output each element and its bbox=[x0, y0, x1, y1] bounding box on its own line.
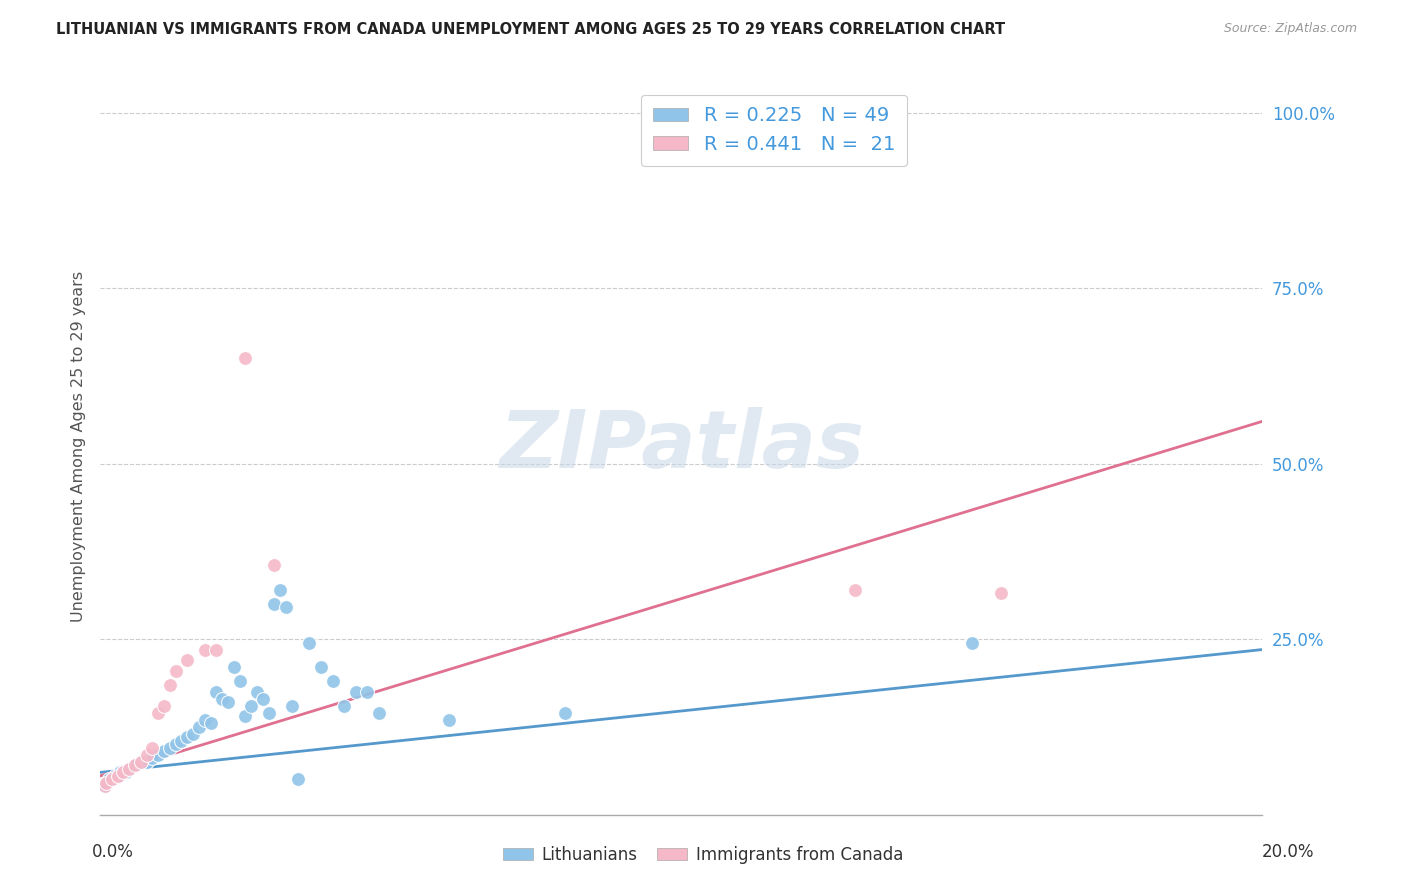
Text: ZIPatlas: ZIPatlas bbox=[499, 407, 863, 485]
Point bbox=[176, 731, 198, 745]
Point bbox=[263, 597, 285, 611]
Point bbox=[205, 684, 228, 698]
Point bbox=[153, 698, 176, 713]
Point bbox=[187, 720, 209, 734]
Point bbox=[104, 769, 127, 783]
Point bbox=[94, 780, 117, 794]
Point bbox=[165, 737, 187, 751]
Point bbox=[129, 755, 152, 769]
Point bbox=[100, 772, 122, 787]
Point bbox=[118, 762, 141, 776]
Point bbox=[141, 751, 163, 765]
Text: LITHUANIAN VS IMMIGRANTS FROM CANADA UNEMPLOYMENT AMONG AGES 25 TO 29 YEARS CORR: LITHUANIAN VS IMMIGRANTS FROM CANADA UNE… bbox=[56, 22, 1005, 37]
Point bbox=[141, 740, 163, 755]
Point bbox=[211, 691, 233, 706]
Point bbox=[844, 582, 866, 597]
Point bbox=[112, 765, 135, 780]
Point bbox=[321, 674, 343, 689]
Point bbox=[118, 762, 141, 776]
Point bbox=[124, 758, 146, 772]
Point bbox=[368, 706, 391, 720]
Point bbox=[205, 642, 228, 657]
Point bbox=[222, 660, 245, 674]
Point bbox=[194, 713, 217, 727]
Point bbox=[176, 653, 198, 667]
Point bbox=[669, 116, 692, 130]
Point bbox=[135, 747, 157, 762]
Point bbox=[97, 772, 120, 787]
Point bbox=[217, 695, 239, 709]
Point bbox=[115, 765, 138, 780]
Point bbox=[159, 678, 181, 692]
Point bbox=[281, 698, 304, 713]
Point bbox=[235, 709, 257, 723]
Point bbox=[181, 727, 204, 741]
Point bbox=[110, 765, 132, 780]
Point bbox=[135, 755, 157, 769]
Point bbox=[240, 698, 263, 713]
Point bbox=[100, 772, 122, 787]
Point bbox=[148, 747, 170, 762]
Point bbox=[94, 776, 117, 790]
Point bbox=[124, 758, 146, 772]
Point bbox=[333, 698, 356, 713]
Legend: Lithuanians, Immigrants from Canada: Lithuanians, Immigrants from Canada bbox=[496, 839, 910, 871]
Point bbox=[235, 351, 257, 366]
Point bbox=[356, 684, 378, 698]
Point bbox=[252, 691, 274, 706]
Point bbox=[94, 780, 117, 794]
Point bbox=[246, 684, 269, 698]
Point bbox=[112, 765, 135, 780]
Point bbox=[165, 664, 187, 678]
Point bbox=[309, 660, 332, 674]
Point bbox=[148, 706, 170, 720]
Point bbox=[298, 635, 321, 649]
Legend: R = 0.225   N = 49, R = 0.441   N =  21: R = 0.225 N = 49, R = 0.441 N = 21 bbox=[641, 95, 907, 166]
Point bbox=[194, 642, 217, 657]
Point bbox=[344, 684, 367, 698]
Text: 20.0%: 20.0% bbox=[1263, 843, 1315, 861]
Point bbox=[990, 586, 1012, 600]
Text: Source: ZipAtlas.com: Source: ZipAtlas.com bbox=[1223, 22, 1357, 36]
Text: 0.0%: 0.0% bbox=[91, 843, 134, 861]
Point bbox=[107, 769, 129, 783]
Y-axis label: Unemployment Among Ages 25 to 29 years: Unemployment Among Ages 25 to 29 years bbox=[72, 270, 86, 622]
Point bbox=[153, 744, 176, 758]
Point bbox=[200, 716, 222, 731]
Point bbox=[107, 769, 129, 783]
Point bbox=[274, 600, 297, 615]
Point bbox=[263, 558, 285, 573]
Point bbox=[170, 734, 193, 748]
Point bbox=[287, 772, 309, 787]
Point bbox=[437, 713, 460, 727]
Point bbox=[228, 674, 250, 689]
Point bbox=[94, 776, 117, 790]
Point bbox=[960, 635, 983, 649]
Point bbox=[129, 755, 152, 769]
Point bbox=[269, 582, 291, 597]
Point bbox=[159, 740, 181, 755]
Point bbox=[257, 706, 280, 720]
Point bbox=[554, 706, 576, 720]
